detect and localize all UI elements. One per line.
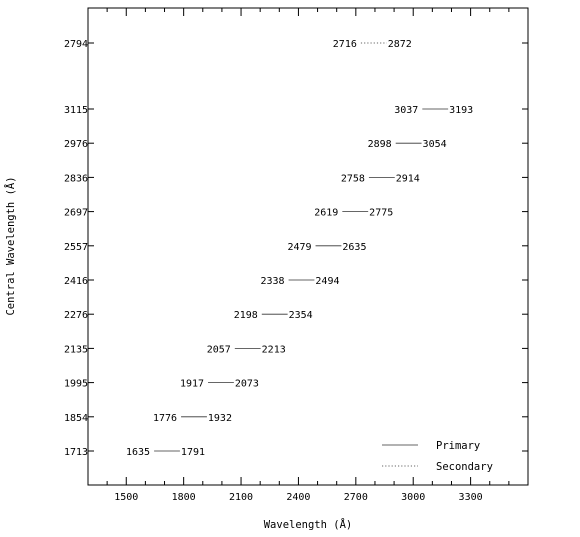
y-tick-label: 1713 — [64, 447, 88, 458]
y-tick-label: 2557 — [64, 242, 88, 253]
y-axis-title: Central Wavelength (Å) — [4, 176, 17, 315]
x-tick-label: 3300 — [459, 492, 483, 503]
range-end-label: 2872 — [388, 39, 412, 50]
range-end-label: 2213 — [262, 344, 286, 355]
x-tick-label: 2100 — [229, 492, 253, 503]
range-start-label: 2716 — [333, 39, 357, 50]
x-tick-label: 1800 — [172, 492, 196, 503]
x-axis-title: Wavelength (Å) — [264, 518, 353, 531]
range-start-label: 1776 — [153, 413, 177, 424]
y-tick-label: 1854 — [64, 413, 88, 424]
y-tick-label: 2976 — [64, 139, 88, 150]
legend: Primary Secondary — [382, 440, 493, 473]
y-tick-label: 2836 — [64, 173, 88, 184]
y-axis-ticks: 1713 1854 1995 2135 2276 2416 2557 2697 2836 2976… — [64, 39, 528, 458]
y-tick-label: 2276 — [64, 310, 88, 321]
x-tick-label: 1500 — [114, 492, 138, 503]
range-start-label: 3037 — [394, 105, 418, 116]
x-axis-ticks: 1500 1800 2100 2400 2700 3000 3300 — [106, 8, 510, 503]
range-end-label: 1791 — [181, 447, 205, 458]
range-start-label: 2057 — [207, 344, 231, 355]
range-start-label: 2479 — [287, 242, 311, 253]
range-segments: 1635 1791 1776 1932 1917 2073 2057 2213 2198 2354… — [126, 39, 473, 458]
y-tick-label: 1995 — [64, 379, 88, 390]
y-tick-label: 3115 — [64, 105, 88, 116]
range-start-label: 2758 — [341, 173, 365, 184]
range-start-label: 2619 — [314, 208, 338, 219]
x-tick-label: 3000 — [401, 492, 425, 503]
legend-label-secondary: Secondary — [436, 461, 493, 473]
range-end-label: 2635 — [342, 242, 366, 253]
range-end-label: 2775 — [369, 208, 393, 219]
x-tick-label: 2700 — [344, 492, 368, 503]
plot-frame — [87, 7, 529, 486]
range-end-label: 2073 — [235, 379, 259, 390]
y-tick-label: 2794 — [64, 39, 88, 50]
range-end-label: 3193 — [449, 105, 473, 116]
range-end-label: 2354 — [289, 310, 313, 321]
y-tick-label: 2697 — [64, 208, 88, 219]
x-tick-label: 2400 — [286, 492, 310, 503]
range-start-label: 1917 — [180, 379, 204, 390]
range-end-label: 3054 — [423, 139, 447, 150]
range-end-label: 1932 — [208, 413, 232, 424]
legend-label-primary: Primary — [436, 440, 480, 452]
range-start-label: 2338 — [260, 276, 284, 287]
range-start-label: 2198 — [234, 310, 258, 321]
range-end-label: 2494 — [315, 276, 339, 287]
range-start-label: 2898 — [368, 139, 392, 150]
range-start-label: 1635 — [126, 447, 150, 458]
y-tick-label: 2135 — [64, 344, 88, 355]
range-end-label: 2914 — [396, 173, 420, 184]
y-tick-label: 2416 — [64, 276, 88, 287]
